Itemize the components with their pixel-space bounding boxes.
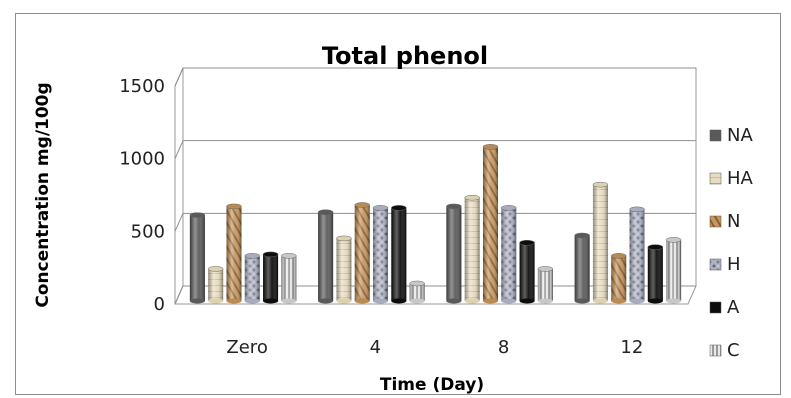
bar-ha-12 [592,181,609,304]
x-tick-label: 12 [620,337,643,358]
bar-c-12 [665,237,682,304]
legend-label: A [727,297,740,318]
bar-c-zero [281,253,297,304]
chart-title: Total phenol [322,42,488,70]
legend-item-c: C [709,340,740,361]
legend-label: N [727,211,740,232]
gridline [174,67,696,87]
y-axis-title: Concentration mg/100g [33,82,53,307]
bar-ha-zero [207,266,224,304]
legend-label: HA [727,168,754,189]
legend-label: H [727,254,741,275]
legend-swatch [709,215,722,228]
bar-na-12 [574,232,590,304]
legend-swatch [709,172,722,185]
bar-n-8 [482,144,499,304]
bars [189,144,682,304]
legend-swatch [709,301,722,314]
legend-swatch [709,129,722,142]
plot-back-wall [174,67,697,305]
bar-ha-4 [336,235,352,304]
bar-n-4 [354,202,370,304]
bar-ha-8 [464,194,480,304]
x-axis-ticks: Zero 4 8 12 [226,337,643,358]
bar-c-8 [537,266,554,304]
legend-swatch [709,258,722,271]
x-tick-label: Zero [226,337,267,358]
legend-item-a: A [709,297,740,318]
bar-a-4 [391,205,407,304]
legend-item-ha: HA [709,168,754,189]
bar-h-8 [501,205,517,304]
y-tick-label: 1000 [119,149,165,170]
legend-item-n: N [709,211,740,232]
legend-swatch [709,344,722,357]
gridline [174,212,696,232]
y-tick-label: 1500 [119,76,165,97]
x-axis-title: Time (Day) [380,375,484,395]
gridline [174,140,696,159]
bar-na-zero [189,212,206,304]
bar-na-8 [446,203,462,304]
bar-h-4 [372,205,389,304]
bar-n-12 [610,253,627,304]
legend-item-na: NA [709,125,753,146]
bar-h-12 [629,206,645,304]
side-wall [174,67,184,305]
legend-label: C [727,340,740,361]
bar-n-zero [226,203,242,304]
bar-na-4 [317,209,334,304]
bar-c-4 [409,280,425,304]
legend-item-h: H [709,254,741,275]
x-tick-label: 8 [498,337,509,358]
bar-a-8 [519,240,535,304]
y-tick-label: 0 [154,294,165,315]
legend-label: NA [727,125,753,146]
bar-a-12 [647,244,664,304]
y-tick-label: 500 [131,221,165,242]
y-axis-ticks: 0 500 1000 1500 [119,76,165,315]
bar-a-zero [262,251,279,304]
x-tick-label: 4 [370,337,381,358]
bar-h-zero [244,253,261,304]
